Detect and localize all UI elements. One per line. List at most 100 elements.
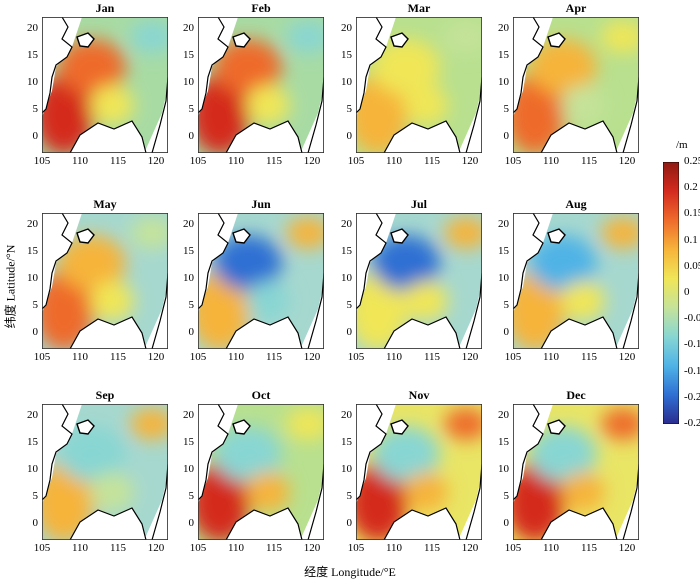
y-tick-label: 20 — [341, 409, 352, 421]
anomaly-blob — [246, 281, 290, 321]
y-tick-label: 10 — [341, 272, 352, 284]
y-tick-label: 20 — [27, 22, 38, 34]
mainland-coast — [198, 213, 229, 310]
y-tick-label: 0 — [188, 517, 195, 529]
anomaly-blob — [404, 472, 448, 512]
x-tick-label: 110 — [385, 542, 403, 554]
y-tick-label: 15 — [183, 49, 194, 61]
colorbar-tick-label: 0.25 — [684, 155, 700, 167]
anomaly-blob — [372, 426, 440, 482]
philippines-coast — [622, 463, 639, 540]
y-tick-label: 15 — [183, 245, 194, 257]
hainan-island — [76, 419, 95, 435]
y-tick-label: 10 — [183, 463, 194, 475]
x-tick-label: 105 — [189, 542, 207, 554]
x-tick-label: 115 — [109, 542, 127, 554]
axes-frame — [513, 404, 639, 540]
y-tick-label: 0 — [188, 326, 195, 338]
axes-frame — [198, 17, 324, 153]
panel-title: Mar — [407, 1, 431, 15]
mainland-coast — [42, 404, 73, 501]
y-tick-label: 20 — [27, 409, 38, 421]
axes-frame — [513, 17, 639, 153]
anomaly-blob — [601, 21, 639, 53]
y-tick-label: 5 — [503, 103, 510, 115]
borneo-coast — [540, 316, 618, 349]
x-tick-label: 110 — [542, 542, 560, 554]
panel-title: Apr — [565, 1, 587, 15]
anomaly-blob — [372, 39, 440, 95]
axes-frame — [356, 213, 482, 349]
x-tick-label: 115 — [109, 155, 127, 167]
map-panel-aug: Aug 20 15 10 5 0 105 110 115 120 — [498, 197, 639, 363]
borneo-coast — [383, 120, 461, 153]
x-tick-label: 110 — [71, 155, 89, 167]
y-tick-label: 5 — [346, 103, 353, 115]
anomaly-blob — [58, 39, 126, 95]
panel-title: Oct — [251, 388, 271, 402]
x-tick-label: 105 — [189, 155, 207, 167]
hainan-island — [547, 419, 566, 435]
mainland-coast — [42, 17, 73, 114]
mainland-coast — [198, 404, 229, 501]
y-tick-label: 10 — [27, 463, 38, 475]
map-panel-jul: Jul 20 15 10 5 0 105 110 115 120 — [341, 197, 482, 363]
anomaly-blob — [58, 426, 126, 482]
anomaly-blob — [214, 426, 282, 482]
hainan-island — [390, 228, 409, 244]
y-tick-label: 20 — [183, 218, 194, 230]
hainan-island — [547, 228, 566, 244]
y-tick-label: 0 — [32, 130, 39, 142]
hainan-island — [390, 419, 409, 435]
x-tick-label: 120 — [461, 155, 479, 167]
y-tick-label: 20 — [498, 409, 509, 421]
y-tick-label: 10 — [27, 272, 38, 284]
anomaly-blob — [561, 85, 605, 125]
anomaly-blob — [444, 217, 482, 249]
hainan-island — [76, 228, 95, 244]
x-tick-label: 115 — [109, 351, 127, 363]
sea-level-map — [356, 404, 482, 540]
philippines-coast — [622, 76, 639, 153]
x-tick-label: 110 — [71, 542, 89, 554]
x-tick-label: 120 — [147, 542, 165, 554]
y-tick-label: 0 — [503, 517, 510, 529]
borneo-coast — [69, 507, 147, 540]
anomaly-blob — [90, 472, 134, 512]
anomaly-blob — [444, 21, 482, 53]
colorbar-tick-label: -0.15 — [684, 364, 700, 377]
borneo-coast — [225, 507, 303, 540]
x-tick-label: 110 — [542, 351, 560, 363]
panel-title: Aug — [565, 197, 587, 211]
colorbar-tick-label: 0.05 — [684, 259, 700, 272]
axes-frame — [513, 213, 639, 349]
x-tick-label: 105 — [33, 351, 51, 363]
hainan-island — [232, 419, 251, 435]
x-tick-label: 115 — [580, 155, 598, 167]
mainland-coast — [356, 17, 387, 114]
hainan-island — [390, 32, 409, 48]
philippines-coast — [151, 272, 168, 349]
borneo-coast — [69, 120, 147, 153]
x-tick-label: 105 — [33, 542, 51, 554]
map-panel-nov: Nov 20 15 10 5 0 105 110 115 120 — [341, 388, 482, 554]
anomaly-blob — [130, 21, 168, 53]
x-tick-label: 110 — [227, 351, 245, 363]
x-tick-label: 105 — [347, 351, 365, 363]
philippines-coast — [465, 76, 482, 153]
anomaly-blob — [286, 217, 324, 249]
philippines-coast — [465, 463, 482, 540]
colorbar-unit: /m — [676, 139, 688, 151]
colorbar-tick-label: -0.1 — [684, 338, 700, 351]
y-tick-label: 10 — [183, 272, 194, 284]
y-tick-label: 15 — [341, 436, 352, 448]
y-tick-label: 5 — [346, 299, 353, 311]
y-tick-label: 20 — [341, 218, 352, 230]
y-tick-label: 0 — [346, 517, 353, 529]
borneo-coast — [225, 316, 303, 349]
map-panel-jan: Jan 20 15 10 5 0 105 110 115 120 — [27, 1, 168, 167]
x-tick-label: 120 — [461, 351, 479, 363]
colorbar-tick-label: -0.25 — [684, 417, 700, 429]
y-tick-label: 0 — [346, 326, 353, 338]
